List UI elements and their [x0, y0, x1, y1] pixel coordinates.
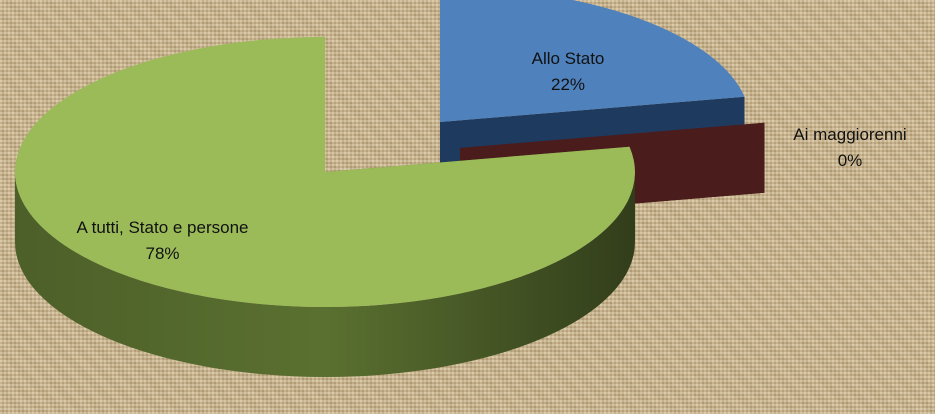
slice-label: A tutti, Stato e persone 78%	[75, 215, 250, 267]
category-label: Allo Stato	[531, 49, 605, 68]
value-label: 0%	[837, 151, 863, 170]
slice-top	[440, 0, 745, 122]
slice-label: Allo Stato 22%	[498, 46, 638, 98]
value-label: 78%	[145, 244, 180, 263]
value-label: 22%	[550, 75, 586, 94]
category-label: A tutti, Stato e persone	[76, 218, 249, 237]
category-label: Ai maggiorenni	[793, 125, 907, 144]
slice-label: Ai maggiorenni 0%	[765, 122, 935, 174]
slice-wall-shade	[15, 172, 635, 377]
slice	[14, 37, 635, 377]
slice-top	[14, 37, 635, 308]
